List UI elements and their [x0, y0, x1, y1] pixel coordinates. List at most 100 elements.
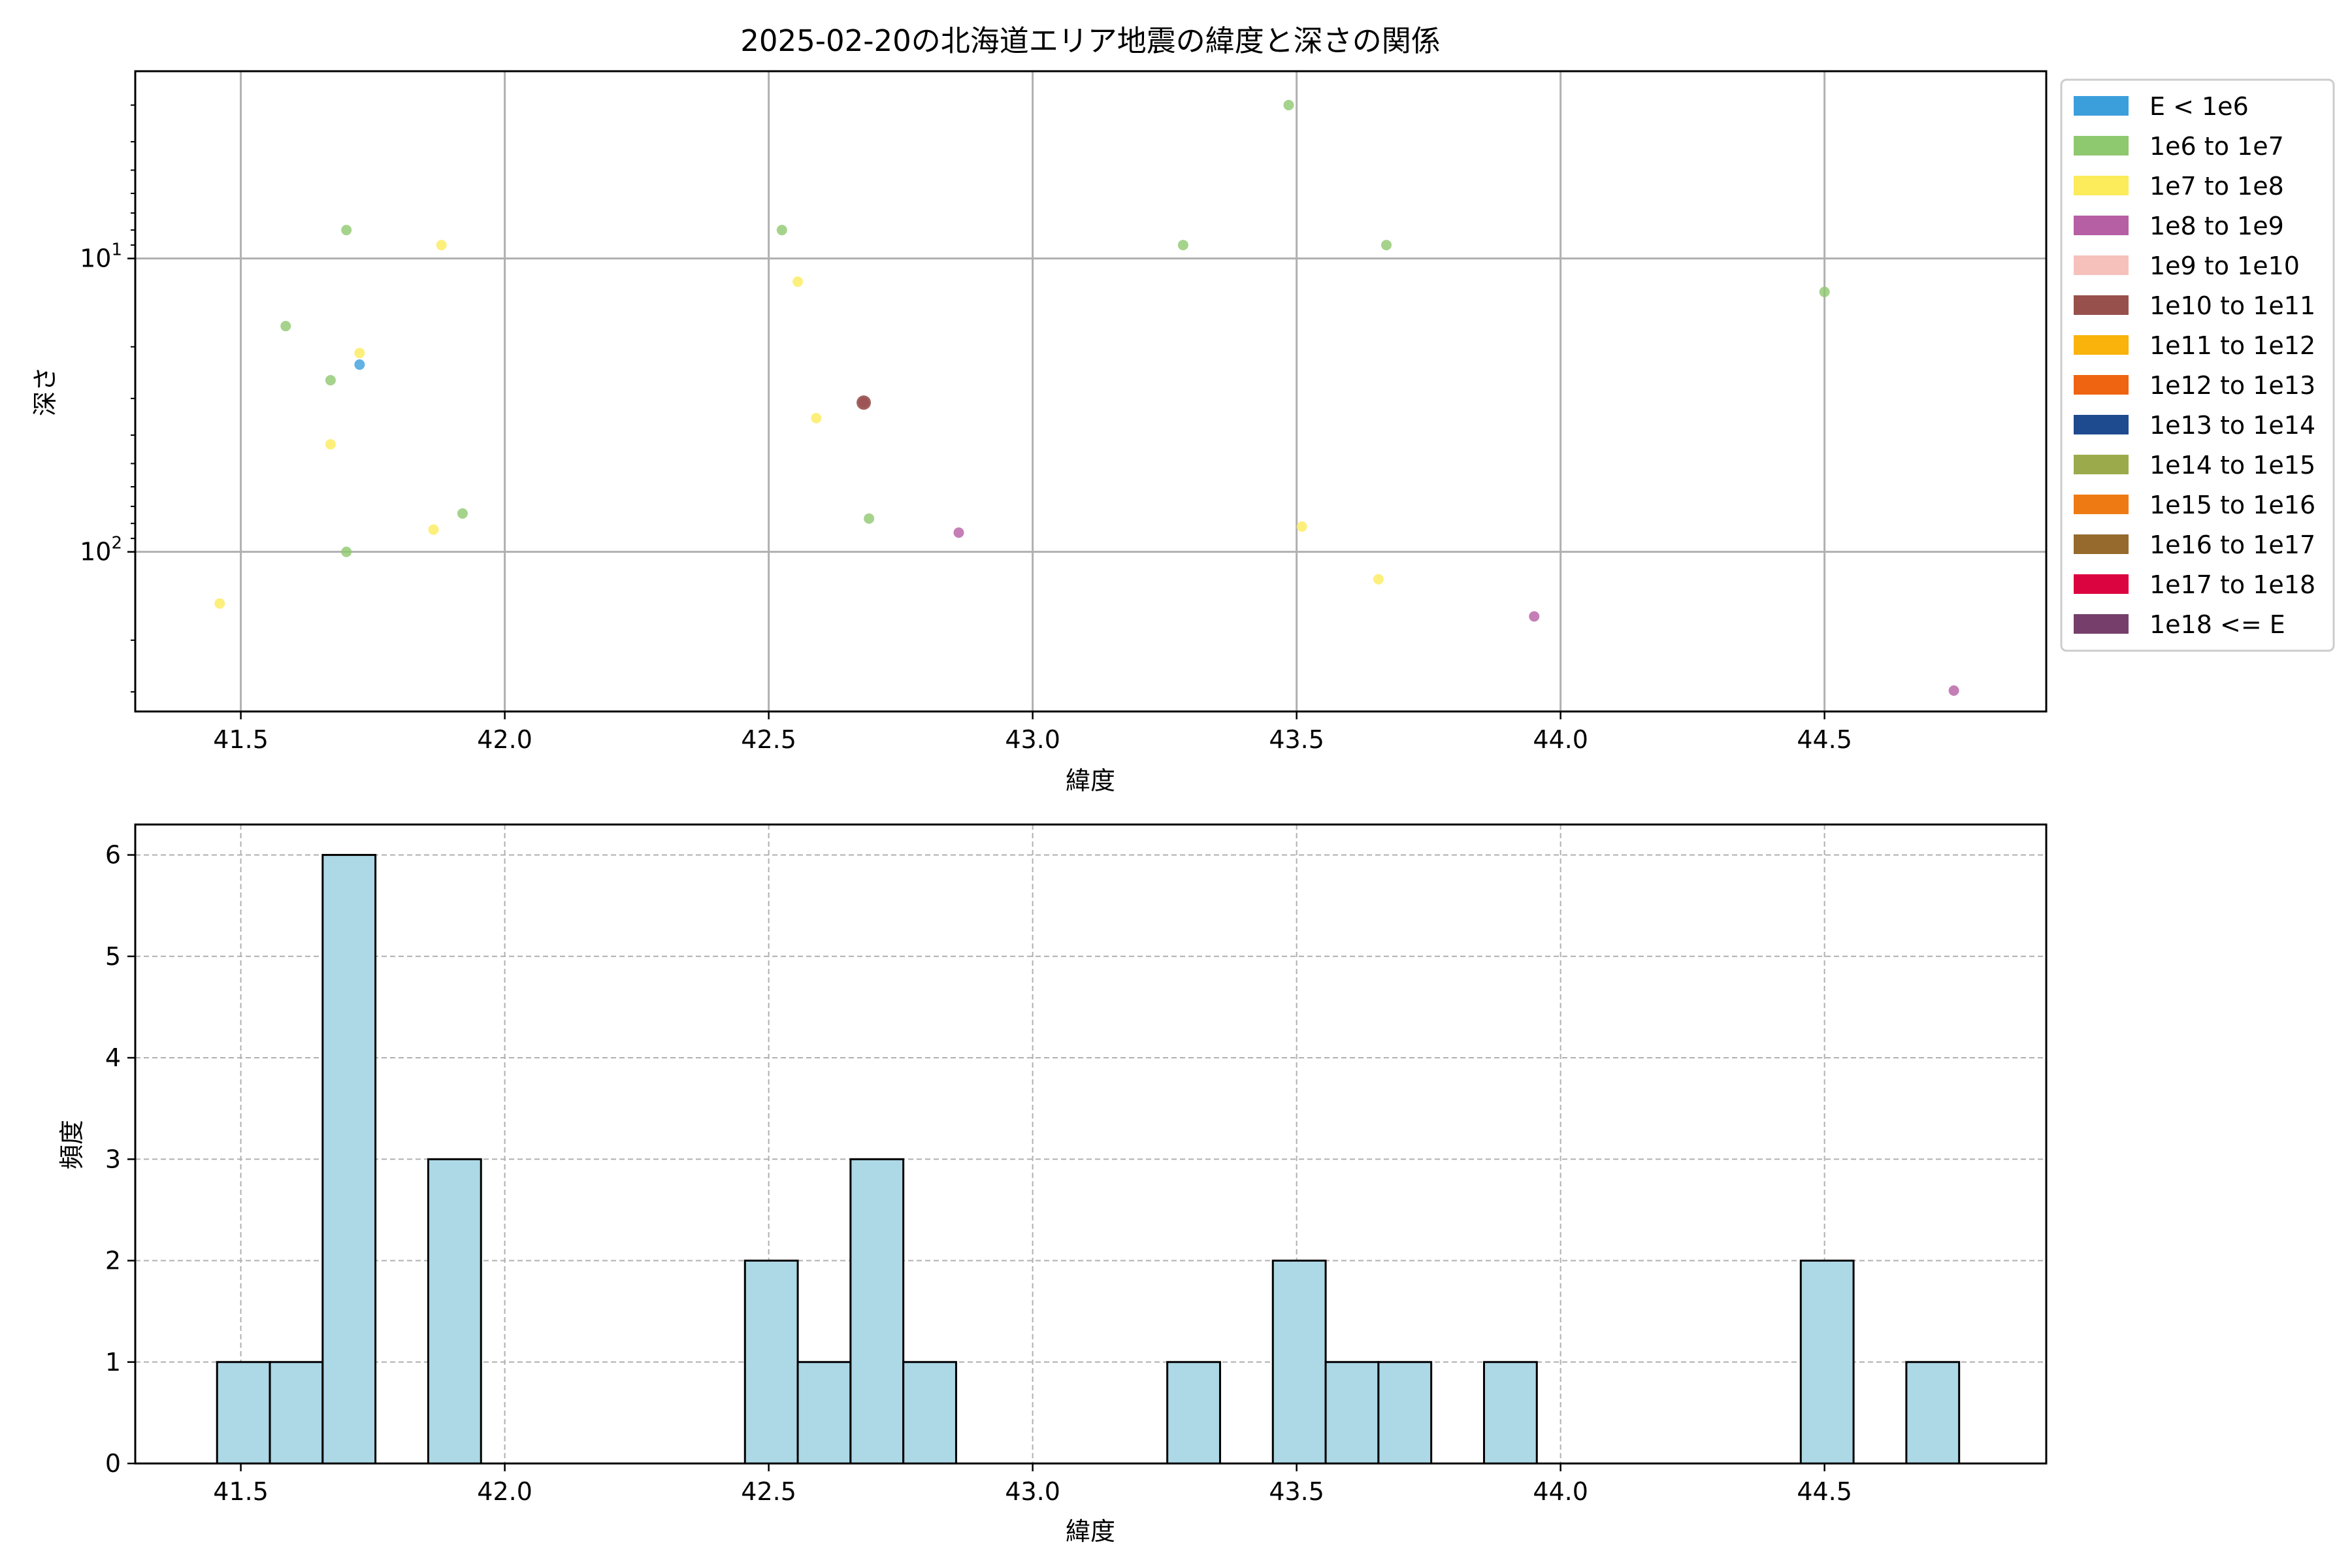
scatter-point [1819, 286, 1830, 297]
scatter-point [428, 524, 439, 535]
scatter-point [354, 348, 365, 359]
legend-label: 1e17 to 1e18 [2149, 570, 2315, 599]
scatter-point [214, 598, 225, 609]
scatter-y-tick-label: 101 [80, 240, 122, 273]
legend-swatch [2074, 335, 2129, 355]
scatter-point [341, 225, 352, 236]
scatter-point [325, 439, 336, 450]
legend-label: 1e7 to 1e8 [2149, 172, 2284, 201]
legend-frame [2060, 78, 2335, 652]
scatter-point [1283, 99, 1294, 110]
scatter-x-tick-label: 42.5 [741, 725, 796, 754]
legend-swatch [2074, 415, 2129, 434]
scatter-x-tick-label: 43.0 [1005, 725, 1060, 754]
legend-label: 1e9 to 1e10 [2149, 252, 2300, 280]
scatter-point [457, 508, 468, 519]
scatter-point [776, 225, 787, 236]
histogram-y-axis-label: 頻度 [57, 1120, 86, 1169]
histogram-bar [1377, 1361, 1433, 1465]
scatter-x-tick-label: 42.0 [477, 725, 532, 754]
scatter-point [1296, 521, 1307, 532]
histogram-x-axis-label: 緯度 [1066, 1517, 1115, 1546]
histogram-x-ticks: 41.5 42.0 42.5 43.0 43.5 44.0 44.5 [213, 1463, 1852, 1506]
legend-swatch [2074, 176, 2129, 195]
legend-label: 1e18 <= E [2149, 610, 2285, 639]
scatter-point [1529, 611, 1540, 622]
scatter-points [214, 99, 1959, 696]
scatter-point [864, 513, 875, 524]
legend-swatch [2074, 574, 2129, 594]
scatter-point [354, 359, 365, 370]
legend-swatch [2074, 455, 2129, 474]
histogram-y-tick-label: 1 [105, 1348, 121, 1377]
scatter-panel: 41.5 42.0 42.5 43.0 43.5 44.0 44.5 101 102 2025… [31, 24, 2048, 795]
histogram-x-tick-label: 42.5 [741, 1477, 796, 1506]
scatter-point [436, 240, 447, 251]
histogram-bar [1324, 1361, 1380, 1465]
histogram-y-ticks: 0 1 2 3 4 5 6 [105, 841, 135, 1478]
scatter-x-tick-label: 44.5 [1797, 725, 1852, 754]
scatter-point [811, 412, 822, 423]
scatter-grid [135, 71, 2046, 711]
legend: E < 1e6 1e6 to 1e7 1e7 to 1e8 1e8 to 1e9 1e9… [2060, 78, 2335, 652]
scatter-point [1373, 574, 1384, 585]
scatter-point [280, 321, 291, 332]
legend-swatch [2074, 216, 2129, 235]
legend-label: 1e15 to 1e16 [2149, 491, 2315, 519]
chart-title: 2025-02-20の北海道エリア地震の緯度と深さの関係 [740, 24, 1441, 58]
histogram-y-tick-label: 2 [105, 1247, 121, 1275]
scatter-point [792, 276, 804, 287]
histogram-bar [1166, 1361, 1221, 1465]
legend-swatch [2074, 136, 2129, 155]
legend-swatch [2074, 255, 2129, 275]
scatter-plot-background [135, 71, 2046, 711]
legend-swatch [2074, 295, 2129, 315]
legend-label: 1e6 to 1e7 [2149, 132, 2284, 161]
legend-label: 1e16 to 1e17 [2149, 531, 2315, 559]
histogram-plot-frame [134, 823, 2048, 1465]
scatter-x-tick-label: 43.5 [1269, 725, 1324, 754]
histogram-bar [849, 1158, 905, 1465]
histogram-bar [796, 1361, 852, 1465]
histogram-bar [216, 1361, 271, 1465]
histogram-plot-background [135, 825, 2046, 1463]
scatter-point [1380, 240, 1392, 251]
histogram-x-tick-label: 44.5 [1797, 1477, 1852, 1506]
histogram-x-tick-label: 43.5 [1269, 1477, 1324, 1506]
scatter-point [1948, 685, 1959, 696]
histogram-y-tick-label: 4 [105, 1043, 121, 1072]
legend-label: E < 1e6 [2149, 92, 2249, 121]
legend-swatch [2074, 375, 2129, 395]
histogram-bar [1482, 1361, 1538, 1465]
scatter-x-tick-label: 44.0 [1533, 725, 1588, 754]
histogram-x-tick-label: 42.0 [477, 1477, 532, 1506]
histogram-x-tick-label: 43.0 [1005, 1477, 1060, 1506]
scatter-y-axis-label: 深さ [31, 367, 59, 416]
legend-items: E < 1e6 1e6 to 1e7 1e7 to 1e8 1e8 to 1e9 1e9… [2074, 92, 2315, 639]
scatter-x-axis-label: 緯度 [1066, 766, 1115, 795]
histogram-y-tick-label: 0 [105, 1449, 121, 1478]
scatter-y-tick-label: 102 [80, 534, 122, 566]
legend-label: 1e8 to 1e9 [2149, 212, 2284, 240]
legend-label: 1e11 to 1e12 [2149, 331, 2315, 360]
histogram-bar [427, 1158, 482, 1465]
legend-swatch [2074, 96, 2129, 116]
scatter-x-ticks: 41.5 42.0 42.5 43.0 43.5 44.0 44.5 [213, 711, 1852, 754]
legend-swatch [2074, 614, 2129, 634]
legend-label: 1e13 to 1e14 [2149, 411, 2315, 440]
histogram-bar [1799, 1260, 1855, 1465]
histogram-y-tick-label: 3 [105, 1145, 121, 1173]
legend-label: 1e10 to 1e11 [2149, 291, 2315, 320]
legend-swatch [2074, 534, 2129, 554]
histogram-bar [269, 1361, 324, 1465]
scatter-x-tick-label: 41.5 [213, 725, 269, 754]
scatter-point [325, 374, 336, 385]
histogram-y-tick-label: 6 [105, 841, 121, 870]
scatter-point [857, 395, 872, 410]
histogram-x-tick-label: 41.5 [213, 1477, 269, 1506]
scatter-plot-frame [134, 70, 2048, 713]
histogram-bar [1271, 1260, 1327, 1465]
scatter-point [953, 527, 964, 538]
